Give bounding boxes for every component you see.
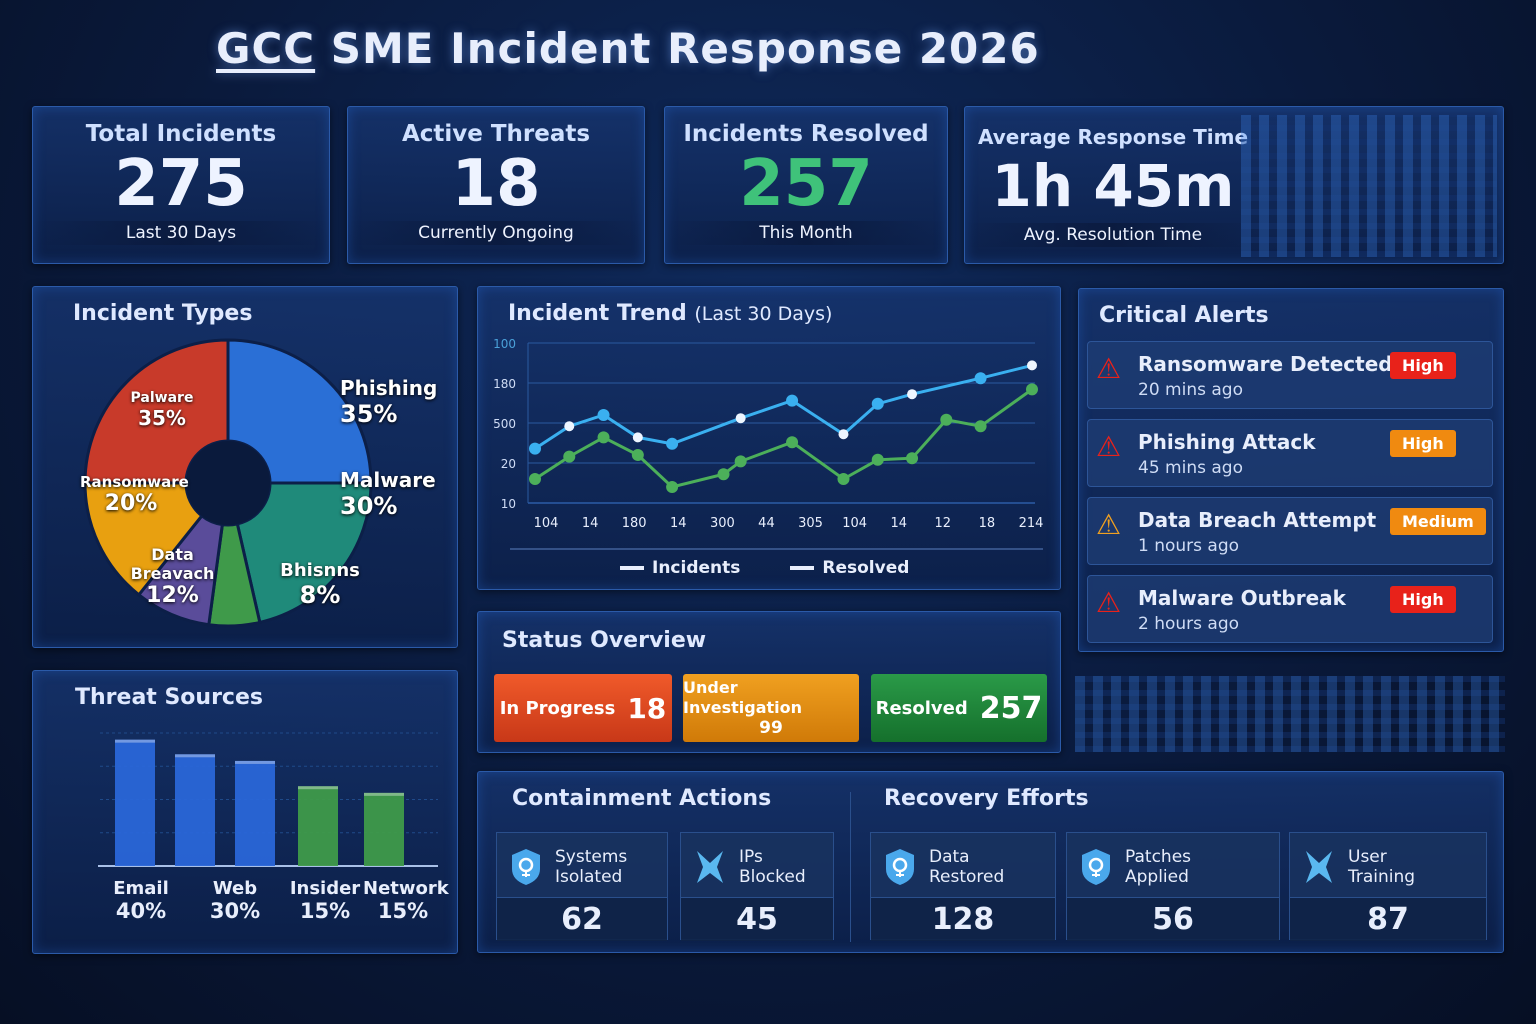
x-shield-icon <box>1306 851 1332 883</box>
bar-label: Network 15% <box>363 878 449 923</box>
kpi-average-response: Average Response Time 1h 45m Avg. Resolu… <box>964 106 1504 264</box>
status-in-progress[interactable]: In Progress 18 <box>494 674 672 742</box>
x-shield-icon <box>697 851 723 883</box>
critical-alerts-panel: Critical Alerts ⚠ Ransomware Detected 20 m… <box>1078 288 1504 652</box>
metric-card: Systems Isolated 62 <box>496 832 668 941</box>
containment-title: Containment Actions <box>512 786 772 811</box>
metric-value: 128 <box>871 897 1055 941</box>
pie-label-ransomware: Ransomware 20% <box>80 473 189 516</box>
metric-card: Patches Applied 56 <box>1066 832 1280 941</box>
data-grid-graphic <box>1075 676 1505 752</box>
shield-icon <box>1082 849 1110 885</box>
kpi-value: 18 <box>451 147 541 221</box>
metric-card: Data Restored 128 <box>870 832 1056 941</box>
incident-trend-panel: Incident Trend (Last 30 Days) <box>477 286 1061 590</box>
shield-icon <box>886 849 914 885</box>
status-overview-panel: Status Overview In Progress 18 Under Inve… <box>477 611 1061 753</box>
severity-badge: High <box>1390 352 1456 379</box>
alert-item[interactable]: ⚠ Ransomware Detected 20 mins ago High <box>1087 341 1493 409</box>
trend-legend: Incidents Resolved <box>620 558 909 578</box>
status-under-investigation[interactable]: Under Investigation 99 <box>683 674 859 742</box>
data-grid-graphic <box>1241 115 1497 257</box>
incident-types-panel: Incident Types <box>32 286 458 648</box>
recovery-title: Recovery Efforts <box>884 786 1089 811</box>
kpi-value: 1h 45m <box>991 152 1235 220</box>
containment-recovery-panel: Containment Actions Recovery Efforts Sys… <box>477 771 1504 953</box>
kpi-sub: Last 30 Days <box>33 221 329 245</box>
panel-title: Incident Types <box>73 301 253 326</box>
alert-item[interactable]: ⚠ Phishing Attack 45 mins ago High <box>1087 419 1493 487</box>
metric-card: IPs Blocked 45 <box>680 832 834 941</box>
warning-icon: ⚠ <box>1096 508 1122 541</box>
kpi-label: Incidents Resolved <box>683 121 929 147</box>
alert-item[interactable]: ⚠ Data Breach Attempt 1 nours ago Medium <box>1087 497 1493 565</box>
panel-title: Status Overview <box>502 628 707 653</box>
kpi-active-threats: Active Threats 18 Currently Ongoing <box>347 106 645 264</box>
kpi-label: Total Incidents <box>85 121 277 147</box>
metric-value: 45 <box>681 897 833 941</box>
kpi-sub: This Month <box>665 221 947 245</box>
pie-label-malware: Malware 30% <box>340 468 436 520</box>
warning-icon: ⚠ <box>1096 586 1122 619</box>
bar-label: Email 40% <box>113 878 169 923</box>
kpi-sub: Avg. Resolution Time <box>965 223 1261 247</box>
divider <box>850 792 851 942</box>
bar-label: Web 30% <box>209 878 261 923</box>
legend-resolved: Resolved <box>790 558 909 578</box>
pie-label-phishing: Phishing 35% <box>340 376 438 428</box>
panel-title: Incident Trend (Last 30 Days) <box>508 301 833 326</box>
metric-card: User Training 87 <box>1289 832 1487 941</box>
bar-label: Insider 15% <box>289 878 361 923</box>
kpi-value: 257 <box>739 147 873 221</box>
severity-badge: High <box>1390 586 1456 613</box>
shield-icon <box>512 849 540 885</box>
severity-badge: Medium <box>1390 508 1486 535</box>
kpi-label: Active Threats <box>401 121 591 147</box>
page-title: GCC SME Incident Response 2026 <box>216 24 1040 73</box>
panel-title: Critical Alerts <box>1099 303 1269 328</box>
pie-label-palware: Palware 35% <box>130 390 194 430</box>
warning-icon: ⚠ <box>1096 352 1122 385</box>
metric-value: 87 <box>1290 897 1486 941</box>
legend-incidents: Incidents <box>620 558 740 578</box>
kpi-label: Average Response Time <box>977 125 1249 149</box>
pie-label-data-breach: Data Breavach 12% <box>130 545 215 608</box>
pie-label-bhisnns: Bhisnns 8% <box>280 560 360 609</box>
kpi-incidents-resolved: Incidents Resolved 257 This Month <box>664 106 948 264</box>
metric-value: 62 <box>497 897 667 941</box>
metric-value: 56 <box>1067 897 1279 941</box>
alert-item[interactable]: ⚠ Malware Outbreak 2 hours ago High <box>1087 575 1493 643</box>
kpi-total-incidents: Total Incidents 275 Last 30 Days <box>32 106 330 264</box>
panel-title: Threat Sources <box>75 685 263 710</box>
severity-badge: High <box>1390 430 1456 457</box>
status-resolved[interactable]: Resolved 257 <box>871 674 1047 742</box>
kpi-value: 275 <box>114 147 248 221</box>
warning-icon: ⚠ <box>1096 430 1122 463</box>
kpi-sub: Currently Ongoing <box>348 221 644 245</box>
